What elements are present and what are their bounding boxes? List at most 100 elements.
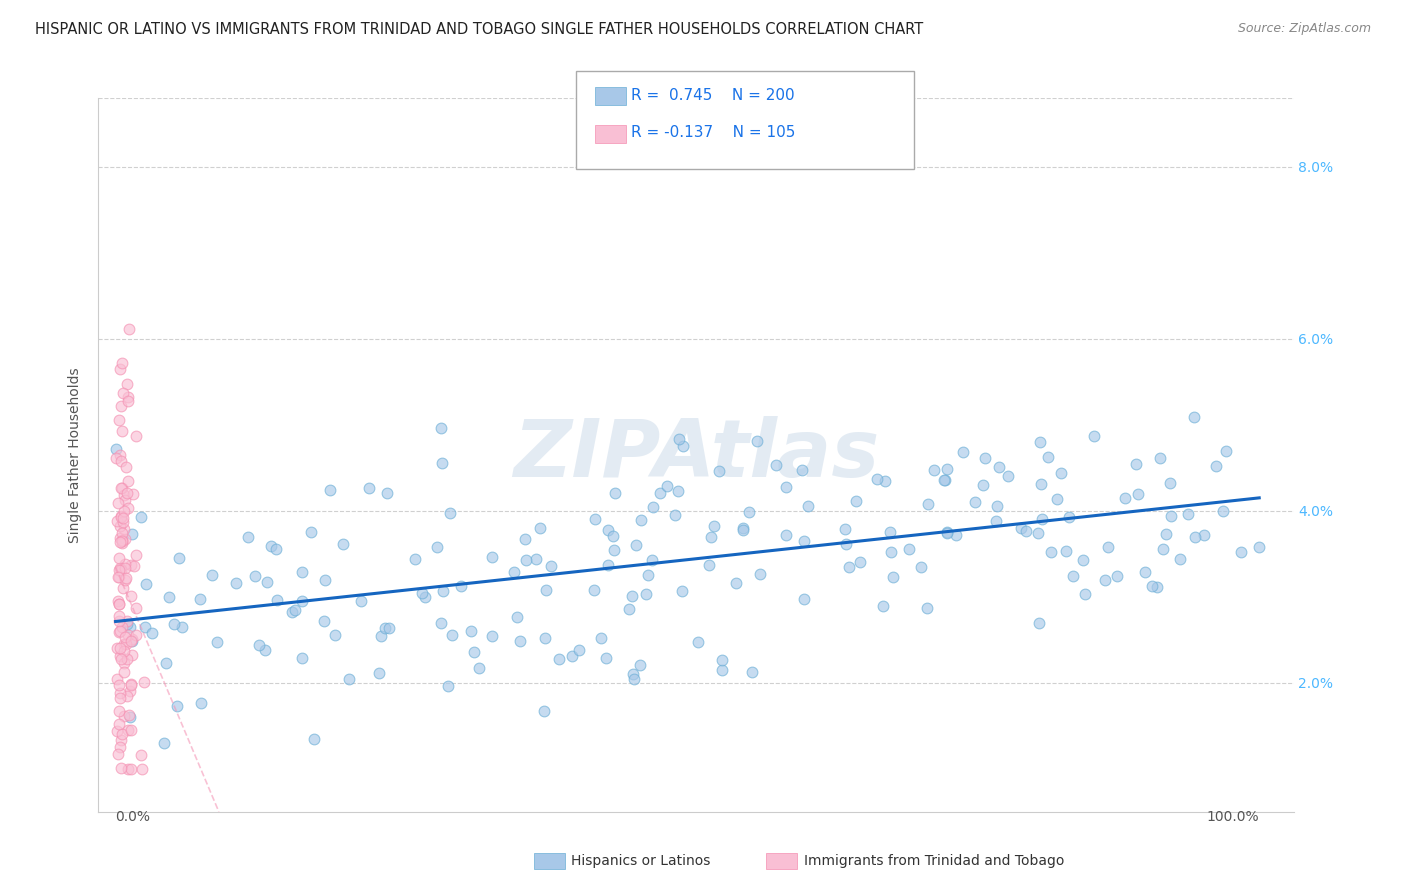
Point: [125, 548, 148, 562]
Point: [121, 762, 143, 776]
Point: [1170, 552, 1192, 566]
Point: [765, 458, 787, 473]
Point: [117, 651, 139, 665]
Point: [112, 665, 135, 680]
Point: [170, 620, 193, 634]
Point: [319, 483, 342, 498]
Point: [747, 434, 769, 448]
Point: [115, 614, 138, 628]
Point: [1160, 508, 1182, 523]
Point: [110, 733, 132, 747]
Point: [838, 560, 860, 574]
Point: [882, 570, 904, 584]
Point: [131, 509, 153, 524]
Point: [439, 506, 461, 520]
Point: [167, 551, 190, 566]
Point: [1029, 476, 1052, 491]
Point: [513, 532, 536, 546]
Point: [436, 679, 458, 693]
Point: [1159, 475, 1181, 490]
Point: [111, 533, 134, 548]
Point: [411, 585, 433, 599]
Point: [105, 450, 128, 465]
Point: [108, 412, 131, 426]
Point: [1149, 451, 1171, 466]
Point: [1036, 450, 1059, 464]
Point: [134, 674, 156, 689]
Point: [508, 634, 530, 648]
Point: [775, 480, 797, 494]
Point: [463, 645, 485, 659]
Point: [367, 665, 389, 680]
Point: [299, 525, 322, 540]
Point: [105, 673, 128, 687]
Point: [117, 501, 139, 516]
Point: [666, 484, 689, 499]
Point: [200, 568, 222, 582]
Point: [110, 481, 132, 495]
Point: [922, 463, 945, 477]
Point: [429, 421, 451, 435]
Point: [378, 621, 401, 635]
Point: [284, 603, 307, 617]
Point: [997, 469, 1019, 483]
Point: [117, 628, 139, 642]
Point: [834, 522, 856, 536]
Point: [624, 538, 647, 552]
Point: [108, 717, 131, 731]
Point: [686, 635, 709, 649]
Point: [110, 509, 132, 524]
Point: [110, 509, 132, 524]
Point: [108, 625, 131, 640]
Point: [636, 587, 658, 601]
Point: [429, 615, 451, 630]
Point: [1105, 569, 1128, 583]
Point: [986, 499, 1008, 513]
Point: [1029, 434, 1052, 449]
Text: Immigrants from Trinidad and Tobago: Immigrants from Trinidad and Tobago: [804, 854, 1064, 868]
Point: [260, 540, 283, 554]
Point: [108, 519, 131, 533]
Point: [1028, 526, 1050, 541]
Point: [898, 542, 921, 557]
Point: [711, 653, 734, 667]
Point: [619, 601, 641, 615]
Point: [357, 481, 380, 495]
Point: [598, 523, 620, 537]
Point: [1114, 491, 1136, 505]
Point: [621, 666, 644, 681]
Point: [108, 448, 131, 462]
Point: [432, 583, 454, 598]
Point: [115, 689, 138, 703]
Point: [108, 569, 131, 583]
Point: [1184, 530, 1206, 544]
Point: [118, 321, 141, 335]
Point: [879, 525, 901, 540]
Point: [1177, 508, 1199, 522]
Point: [917, 497, 939, 511]
Point: [111, 581, 134, 595]
Point: [648, 485, 671, 500]
Point: [375, 485, 398, 500]
Point: [120, 684, 142, 698]
Point: [724, 576, 747, 591]
Point: [533, 631, 555, 645]
Point: [110, 648, 132, 663]
Point: [225, 576, 247, 591]
Point: [481, 549, 503, 564]
Point: [848, 555, 870, 569]
Point: [108, 739, 131, 754]
Point: [115, 637, 138, 651]
Point: [117, 376, 139, 391]
Point: [598, 558, 620, 572]
Point: [1205, 459, 1227, 474]
Point: [1192, 528, 1215, 542]
Point: [936, 461, 959, 475]
Point: [1152, 541, 1174, 556]
Point: [110, 399, 132, 413]
Point: [112, 488, 135, 502]
Point: [602, 529, 624, 543]
Point: [945, 527, 967, 541]
Point: [568, 642, 591, 657]
Point: [304, 732, 326, 747]
